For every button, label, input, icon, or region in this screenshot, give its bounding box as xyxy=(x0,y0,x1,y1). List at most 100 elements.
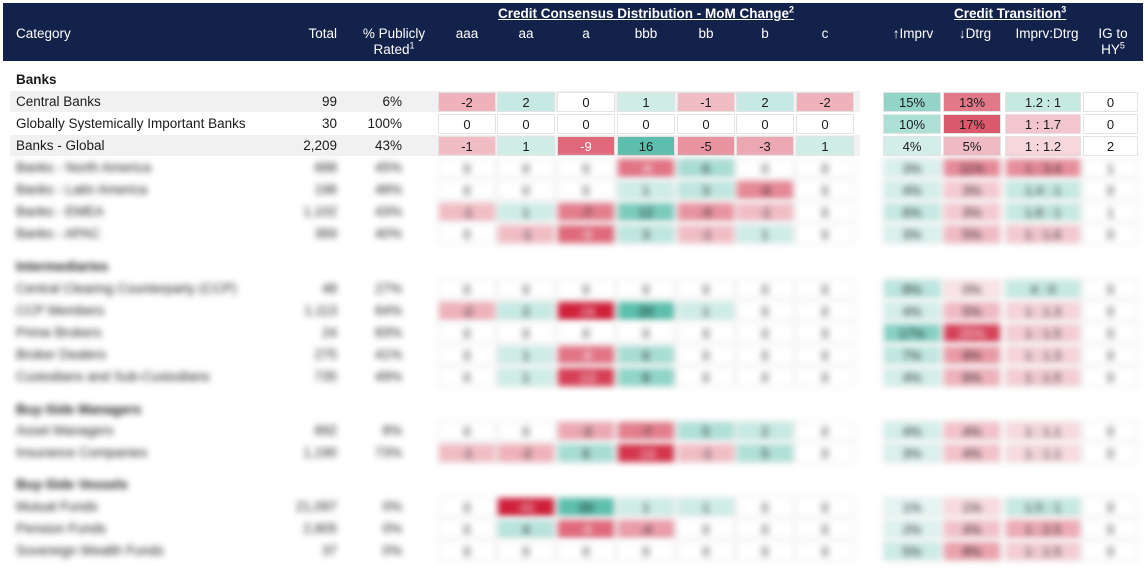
dtrg-cell: 25% xyxy=(943,323,1001,343)
imprv-cell: 4% xyxy=(883,301,941,321)
ig-to-hy-cell: 1 xyxy=(1083,202,1138,222)
row-publicly-rated: 45% xyxy=(374,160,402,175)
ig-to-hy-cell: 0 xyxy=(1083,367,1138,387)
mom-change-cell: -2 xyxy=(438,92,496,112)
mom-change-cell: 0 xyxy=(796,180,854,200)
row-publicly-rated: 83% xyxy=(374,325,402,340)
ratio-cell: 4 : 0 xyxy=(1005,279,1081,299)
row-total: 275 xyxy=(314,347,337,362)
col-header-aa: aa xyxy=(518,26,534,41)
mom-change-cell: -9 xyxy=(557,136,615,156)
row-publicly-rated: 100% xyxy=(367,116,402,131)
row-total: 892 xyxy=(314,423,337,438)
ig-to-hy-cell: 0 xyxy=(1083,497,1138,517)
row-label: Mutual Funds xyxy=(16,499,98,514)
col-header-imprv: ↑Imprv xyxy=(892,26,934,41)
mom-change-cell: 1 xyxy=(497,345,555,365)
ratio-cell: 1 : 1.5 xyxy=(1005,541,1081,561)
row-label: Banks - EMEA xyxy=(16,204,104,219)
dtrg-cell: 8% xyxy=(943,541,1001,561)
row-total: 735 xyxy=(314,369,337,384)
row-label: Asset Managers xyxy=(16,423,114,438)
mom-change-cell: 5 xyxy=(736,443,794,463)
ig-to-hy-cell: 0 xyxy=(1083,323,1138,343)
ig-to-hy-cell: 2 xyxy=(1083,136,1138,156)
mom-change-cell: 5 xyxy=(677,421,735,441)
mom-change-cell: 1 xyxy=(497,136,555,156)
mom-change-cell: 0 xyxy=(736,519,794,539)
col-header-bbb: bbb xyxy=(634,26,658,41)
mom-change-cell: 0 xyxy=(497,158,555,178)
mom-change-cell: 0 xyxy=(557,158,615,178)
mom-change-cell: 0 xyxy=(438,180,496,200)
mom-change-cell: 0 xyxy=(497,421,555,441)
ratio-cell: 1 : 1.2 xyxy=(1005,136,1081,156)
col-header-dtrg: ↓Dtrg xyxy=(958,26,992,41)
ratio-cell: 1.4 : 1 xyxy=(1005,180,1081,200)
mom-change-cell: -1 xyxy=(677,92,735,112)
col-header-ratio: Imprv:Dtrg xyxy=(1015,26,1079,41)
mom-change-cell: -7 xyxy=(557,202,615,222)
row-label: CCP Members xyxy=(16,303,105,318)
row-publicly-rated: 8% xyxy=(382,423,402,438)
ratio-cell: 1 : 1.5 xyxy=(1005,323,1081,343)
ig-to-hy-cell: 0 xyxy=(1083,301,1138,321)
mom-change-cell: 0 xyxy=(557,279,615,299)
row-total: 369 xyxy=(314,226,337,241)
mom-change-cell: 0 xyxy=(736,323,794,343)
mom-change-cell: 0 xyxy=(796,443,854,463)
ig-to-hy-cell: 0 xyxy=(1083,443,1138,463)
mom-change-cell: 0 xyxy=(497,279,555,299)
mom-change-cell: 0 xyxy=(438,421,496,441)
mom-change-cell: 0 xyxy=(796,497,854,517)
mom-change-cell: -3 xyxy=(557,421,615,441)
row-total: 1,102 xyxy=(303,204,337,219)
mom-change-cell: 0 xyxy=(796,158,854,178)
imprv-cell: 10% xyxy=(883,114,941,134)
row-label: Central Banks xyxy=(16,94,101,109)
mom-change-cell: 0 xyxy=(557,114,615,134)
mom-change-cell: -2 xyxy=(497,443,555,463)
mom-change-cell: -8 xyxy=(617,158,675,178)
imprv-cell: 4% xyxy=(883,136,941,156)
imprv-cell: 4% xyxy=(883,421,941,441)
mom-change-cell: 0 xyxy=(736,279,794,299)
mom-change-cell: -1 xyxy=(438,202,496,222)
ratio-cell: 1 : 1.3 xyxy=(1005,345,1081,365)
row-publicly-rated: 43% xyxy=(374,204,402,219)
row-total: 196 xyxy=(314,182,337,197)
row-publicly-rated: 6% xyxy=(382,94,402,109)
dtrg-cell: 3% xyxy=(943,202,1001,222)
mom-change-cell: 0 xyxy=(736,367,794,387)
mom-change-cell: -14 xyxy=(617,443,675,463)
ratio-cell: 1 : 2.5 xyxy=(1005,519,1081,539)
ratio-cell: 1 : 1.3 xyxy=(1005,301,1081,321)
imprv-cell: 3% xyxy=(883,224,941,244)
row-total: 2,209 xyxy=(303,138,337,153)
mom-change-cell: -9 xyxy=(557,519,615,539)
section-intermediaries: Intermediaries xyxy=(16,259,109,274)
mom-change-cell: 20 xyxy=(557,497,615,517)
row-label: Custodians and Sub-Custodians xyxy=(16,369,210,384)
mom-change-cell: 4 xyxy=(497,519,555,539)
row-label: Banks - Global xyxy=(16,138,105,153)
mom-change-cell: 0 xyxy=(736,158,794,178)
mom-change-cell: 0 xyxy=(438,367,496,387)
ratio-cell: 1 : 1.6 xyxy=(1005,224,1081,244)
mom-change-cell: 0 xyxy=(796,367,854,387)
imprv-cell: 3% xyxy=(883,158,941,178)
imprv-cell: 5% xyxy=(883,541,941,561)
ratio-cell: 1 : 3.4 xyxy=(1005,158,1081,178)
mom-change-cell: 0 xyxy=(796,345,854,365)
mom-change-cell: -1 xyxy=(677,224,735,244)
ig-to-hy-cell: 0 xyxy=(1083,279,1138,299)
ig-to-hy-cell: 0 xyxy=(1083,345,1138,365)
dtrg-cell: 17% xyxy=(943,114,1001,134)
row-publicly-rated: 73% xyxy=(374,445,402,460)
table-header: Category Total % Publicly Rated1 Credit … xyxy=(3,3,1143,61)
mom-change-cell: 0 xyxy=(736,345,794,365)
dtrg-cell: 5% xyxy=(943,301,1001,321)
imprv-cell: 2% xyxy=(883,519,941,539)
mom-change-cell: 0 xyxy=(438,497,496,517)
mom-change-cell: -5 xyxy=(677,202,735,222)
